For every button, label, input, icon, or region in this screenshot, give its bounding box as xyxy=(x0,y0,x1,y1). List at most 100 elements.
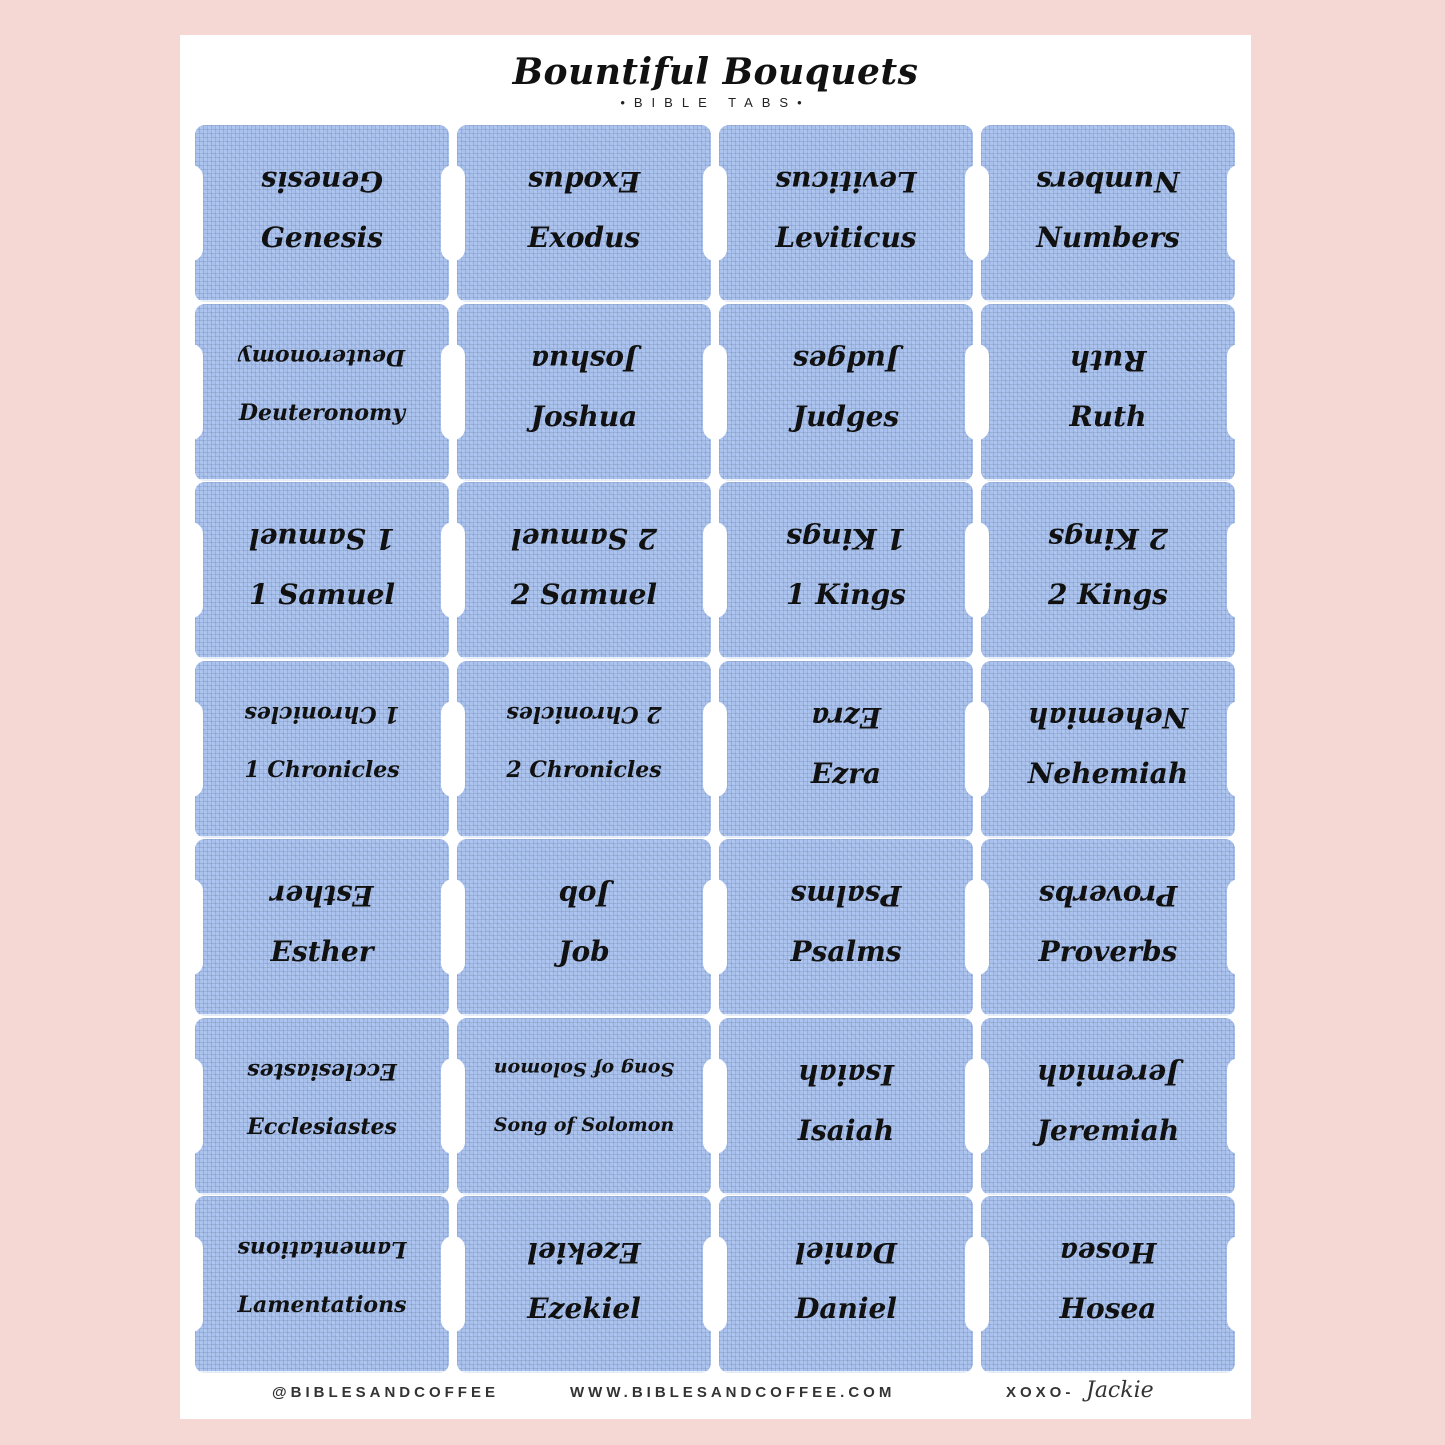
tab-label-inverted: Ezekiel xyxy=(527,1236,641,1269)
tab-label: Proverbs xyxy=(1038,935,1178,968)
tab-cut-line xyxy=(195,1014,449,1016)
tab-label-inverted: Joshua xyxy=(530,343,638,377)
tab-label-inverted: Esther xyxy=(270,879,374,912)
tab-label-inverted: Deuteronomy xyxy=(238,343,406,370)
tab-label-inverted: Genesis xyxy=(260,165,384,198)
bible-tab: Ezekiel Ezekiel xyxy=(453,1196,715,1373)
bible-tab: 1 Chronicles 1 Chronicles xyxy=(191,660,453,838)
tab-cut-line xyxy=(457,657,711,659)
tab-grid: Genesis Genesis Deuteronomy Deuteronomy 1 Sa… xyxy=(191,125,1239,1376)
tab-label-inverted: Proverbs xyxy=(1038,879,1178,912)
tab-cut-line xyxy=(195,835,449,838)
tab-label-inverted: Lamentations xyxy=(237,1236,407,1262)
bible-tab: Hosea Hosea xyxy=(977,1196,1239,1373)
footer: @BIBLESANDCOFFEE WWW.BIBLESANDCOFFEE.COM… xyxy=(180,1378,1251,1410)
bible-tab: 2 Chronicles 2 Chronicles xyxy=(453,660,715,838)
tab-cut-line xyxy=(457,300,711,302)
bible-tab: Nehemiah Nehemiah xyxy=(977,660,1239,838)
tab-cut-line xyxy=(981,1014,1235,1016)
tab-label-inverted: 1 Kings xyxy=(786,522,906,555)
tab-label-inverted: Daniel xyxy=(795,1236,897,1269)
sheet-subtitle: •BIBLE TABS• xyxy=(620,95,811,110)
bible-tab: Lamentations Lamentations xyxy=(191,1196,453,1373)
tab-cut-line xyxy=(719,478,973,481)
tab-label: Judges xyxy=(792,399,900,433)
tab-label: 2 Kings xyxy=(1048,578,1168,611)
tab-label: Exodus xyxy=(527,221,641,254)
tab-cut-line xyxy=(981,478,1235,481)
tab-label-inverted: Nehemiah xyxy=(1027,700,1189,734)
tab-label-inverted: Job xyxy=(558,879,610,912)
tab-label-inverted: Ruth xyxy=(1069,343,1147,377)
tab-cut-line xyxy=(981,1192,1235,1195)
bible-tab: Daniel Daniel xyxy=(715,1196,977,1373)
tab-cut-line xyxy=(457,1014,711,1016)
tab-label: Job xyxy=(558,935,610,968)
bible-tab: 2 Samuel 2 Samuel xyxy=(453,482,715,659)
tab-label-inverted: 2 Chronicles xyxy=(506,700,662,727)
tab-label-inverted: Hosea xyxy=(1059,1236,1157,1269)
tab-label: Deuteronomy xyxy=(238,399,406,426)
tab-label: 1 Chronicles xyxy=(244,756,400,783)
bible-tab: Leviticus Leviticus xyxy=(715,125,977,302)
tab-cut-line xyxy=(457,478,711,481)
tab-cut-line xyxy=(457,835,711,838)
tab-cut-line xyxy=(981,300,1235,302)
bible-tab: Exodus Exodus xyxy=(453,125,715,302)
sticker-sheet: Bountiful Bouquets •BIBLE TABS• Genesis G… xyxy=(180,35,1251,1419)
tab-cut-line xyxy=(195,1192,449,1195)
tab-cut-line xyxy=(719,1371,973,1373)
tab-cut-line xyxy=(195,657,449,659)
tab-cut-line xyxy=(457,1371,711,1373)
tab-label: Ecclesiastes xyxy=(247,1113,397,1140)
tab-column: Leviticus Leviticus Judges Judges 1 Kings 1 K… xyxy=(715,125,977,1376)
tab-label: Esther xyxy=(270,935,374,968)
tab-column: Genesis Genesis Deuteronomy Deuteronomy 1 Sa… xyxy=(191,125,453,1376)
tab-label: Jeremiah xyxy=(1036,1113,1180,1147)
bible-tab: 2 Kings 2 Kings xyxy=(977,482,1239,659)
tab-label: Psalms xyxy=(790,935,902,968)
bible-tab: Psalms Psalms xyxy=(715,839,977,1016)
tab-label: Leviticus xyxy=(775,221,917,254)
tab-label-inverted: Psalms xyxy=(790,879,902,912)
tab-label: 2 Chronicles xyxy=(506,756,662,783)
tab-label-inverted: Jeremiah xyxy=(1036,1057,1180,1091)
tab-label-inverted: Isaiah xyxy=(797,1057,895,1091)
tab-label: Numbers xyxy=(1036,221,1180,254)
tab-cut-line xyxy=(719,1192,973,1195)
tab-label-inverted: Exodus xyxy=(527,165,641,198)
tab-label: 1 Samuel xyxy=(248,578,396,611)
bible-tab: 1 Kings 1 Kings xyxy=(715,482,977,659)
instagram-handle: @BIBLESANDCOFFEE xyxy=(272,1384,499,1401)
bible-tab: Ecclesiastes Ecclesiastes xyxy=(191,1017,453,1195)
bible-tab: 1 Samuel 1 Samuel xyxy=(191,482,453,659)
tab-cut-line xyxy=(719,657,973,659)
tab-column: Numbers Numbers Ruth Ruth 2 Kings 2 Kings Nehe… xyxy=(977,125,1239,1376)
tab-label: Ezekiel xyxy=(527,1292,641,1325)
bible-tab: Proverbs Proverbs xyxy=(977,839,1239,1016)
tab-label: 2 Samuel xyxy=(510,578,658,611)
tab-cut-line xyxy=(195,478,449,481)
sheet-title: Bountiful Bouquets xyxy=(512,51,919,93)
bible-tab: Ruth Ruth xyxy=(977,303,1239,481)
bible-tab: Ezra Ezra xyxy=(715,660,977,838)
tab-label: Nehemiah xyxy=(1027,756,1189,790)
tab-label: Daniel xyxy=(795,1292,897,1325)
tab-label: Hosea xyxy=(1059,1292,1157,1325)
tab-cut-line xyxy=(719,300,973,302)
bible-tab: Judges Judges xyxy=(715,303,977,481)
tab-label: Song of Solomon xyxy=(493,1113,675,1136)
bible-tab: Isaiah Isaiah xyxy=(715,1017,977,1195)
tab-column: Exodus Exodus Joshua Joshua 2 Samuel 2 Samuel… xyxy=(453,125,715,1376)
tab-label: Genesis xyxy=(260,221,384,254)
bible-tab: Jeremiah Jeremiah xyxy=(977,1017,1239,1195)
tab-label-inverted: Leviticus xyxy=(775,165,917,198)
tab-cut-line xyxy=(195,300,449,302)
tab-label: 1 Kings xyxy=(786,578,906,611)
tab-label: Joshua xyxy=(530,399,638,433)
tab-label: Lamentations xyxy=(237,1292,407,1318)
bible-tab: Deuteronomy Deuteronomy xyxy=(191,303,453,481)
tab-label-inverted: Song of Solomon xyxy=(493,1057,675,1080)
tab-label-inverted: Numbers xyxy=(1036,165,1180,198)
xoxo-text: XOXO- xyxy=(1006,1384,1075,1401)
